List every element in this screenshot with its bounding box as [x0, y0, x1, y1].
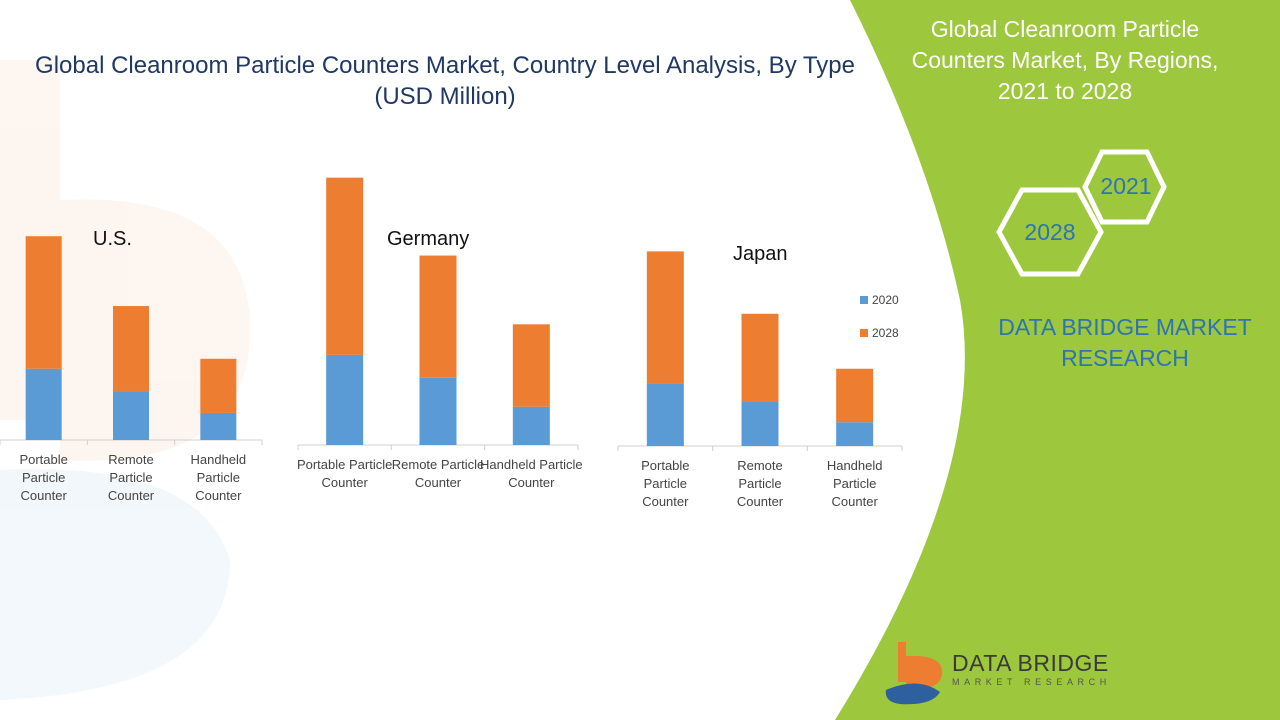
logo-tagline: MARKET RESEARCH: [952, 677, 1111, 687]
brand-name: DATA BRIDGE MARKET RESEARCH: [998, 314, 1252, 371]
bar-japan-2-2028: [741, 313, 779, 402]
bar-us-3-2020: [200, 412, 237, 440]
hexagon-2028: [996, 187, 1104, 277]
bar-us-2-2020: [113, 391, 149, 440]
hexagon-2021: [1082, 149, 1167, 225]
bar-us-1-2020: [25, 368, 62, 440]
logo-icon-bowl: [906, 655, 943, 689]
bar-japan-1-2020: [646, 383, 684, 446]
chart-title-us: U.S.: [93, 228, 132, 250]
bar-japan-2-2020: [741, 401, 779, 446]
legend-swatch-2020: [860, 296, 868, 304]
bar-japan-1-2028: [646, 251, 684, 384]
page-title: Global Cleanroom Particle Counters Marke…: [35, 52, 855, 110]
green-panel: [835, 0, 1280, 720]
tick-label-us-3: Handheld Particle Counter: [190, 452, 247, 503]
legend-label-2028: 2028: [872, 326, 899, 340]
tick-label-germany-2: Remote Particle Counter: [391, 457, 485, 490]
tick-label-us-1: Portable Particle Counter: [19, 452, 68, 503]
tick-label-japan-2: Remote Particle Counter: [736, 458, 784, 509]
watermark-logo-lower: [0, 469, 230, 700]
legend-item-2028: 2028: [860, 326, 899, 340]
logo-icon-stem: [898, 642, 906, 682]
bar-germany-3-2028: [512, 324, 550, 407]
bar-us-2-2028: [113, 306, 149, 392]
hex-label-2021: 2021: [1100, 173, 1152, 199]
chart-title-germany: Germany: [387, 228, 470, 250]
bar-germany-1-2028: [326, 177, 364, 355]
tick-label-japan-1: Portable Particle Counter: [641, 458, 690, 509]
logo-icon-base: [885, 683, 940, 705]
tick-label-japan-3: Handheld Particle Counter: [826, 458, 883, 509]
bar-germany-3-2020: [512, 406, 550, 445]
hex-label-2028: 2028: [1024, 219, 1076, 245]
tick-label-germany-1: Portable Particle Counter: [296, 457, 393, 490]
bar-germany-1-2020: [326, 354, 364, 445]
panel-title: Global Cleanroom Particle Counters Marke…: [911, 16, 1219, 104]
chart-title-japan: Japan: [733, 243, 788, 265]
legend-swatch-2028: [860, 329, 868, 337]
legend-label-2020: 2020: [872, 293, 899, 307]
bar-japan-3-2020: [836, 422, 874, 446]
bar-japan-3-2028: [836, 368, 874, 423]
legend-item-2020: 2020: [860, 293, 899, 307]
tick-label-germany-3: Handheld Particle Counter: [480, 457, 583, 490]
tick-label-us-2: Remote Particle Counter: [107, 452, 155, 503]
bar-germany-2-2020: [419, 377, 457, 445]
logo-icon: [885, 642, 943, 705]
logo-wordmark: DATA BRIDGE: [952, 650, 1109, 676]
bar-us-1-2028: [25, 236, 62, 369]
bar-germany-2-2028: [419, 255, 457, 378]
charts-layer: [0, 177, 903, 451]
bar-us-3-2028: [200, 358, 237, 413]
